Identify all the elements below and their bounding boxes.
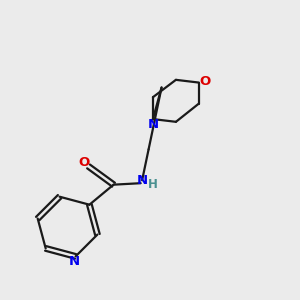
Text: O: O [79,156,90,169]
Text: N: N [136,174,148,187]
Text: N: N [68,255,80,268]
Text: H: H [148,178,158,191]
Text: O: O [199,75,210,88]
Text: N: N [147,118,158,131]
